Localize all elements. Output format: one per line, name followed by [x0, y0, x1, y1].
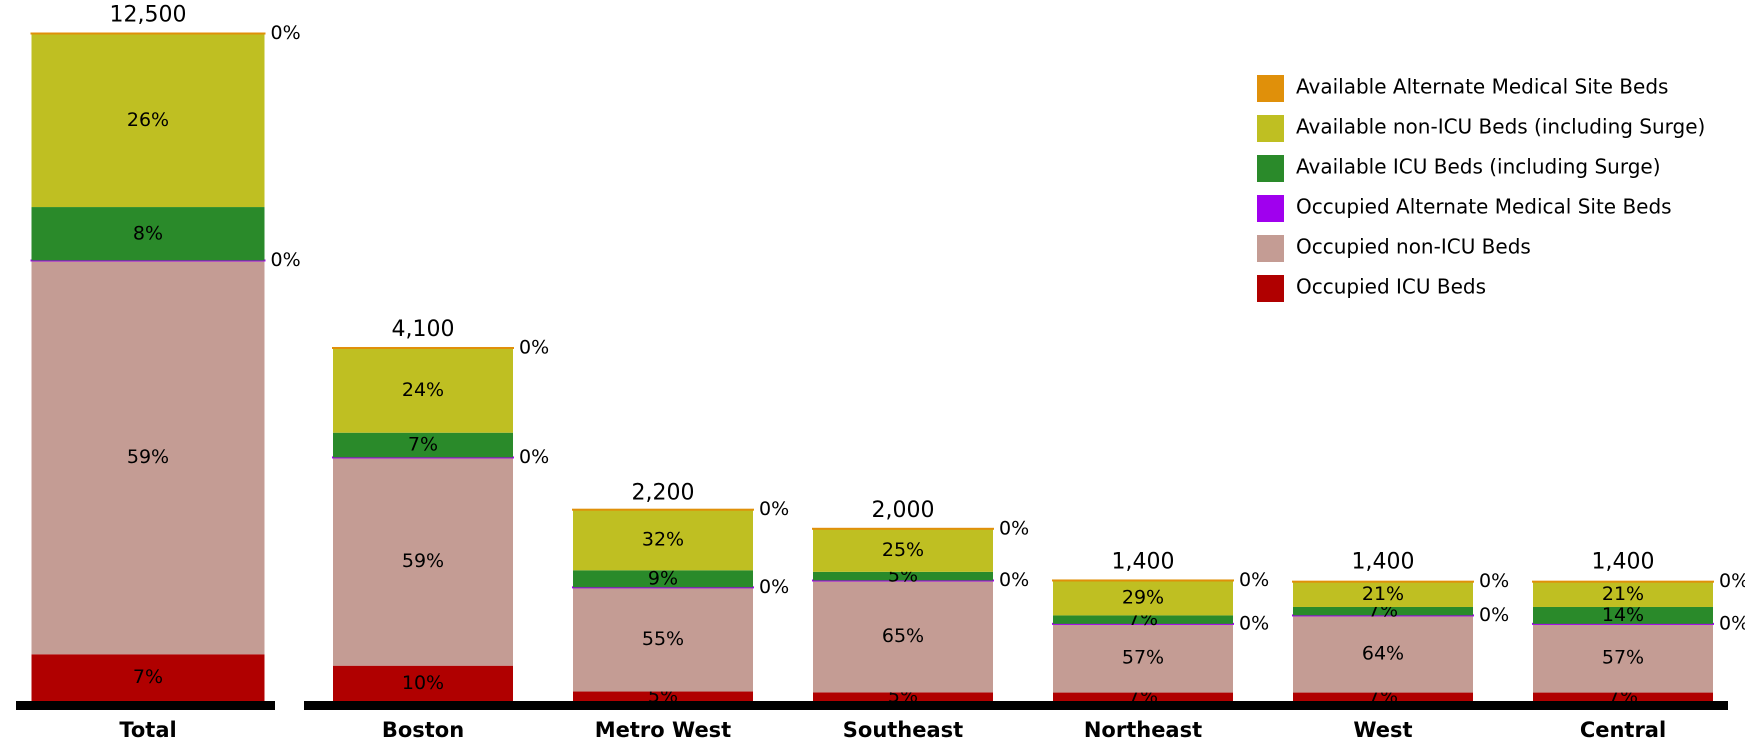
- value-label: 0%: [759, 498, 789, 520]
- bar-segment: [1293, 692, 1473, 701]
- bar-segment: [333, 457, 513, 666]
- total-label: 4,100: [392, 317, 455, 342]
- value-label: 0%: [271, 22, 301, 44]
- value-label: 0%: [1719, 570, 1745, 592]
- bar-segment: [1053, 623, 1233, 693]
- legend-swatch: [1257, 275, 1284, 302]
- x-tick-label: Boston: [382, 718, 464, 742]
- value-label: 21%: [1602, 583, 1644, 605]
- bar-segment: [1053, 615, 1233, 624]
- legend-swatch: [1257, 195, 1284, 222]
- value-label: 8%: [133, 222, 163, 244]
- bar-segment: [333, 347, 513, 433]
- bar-segment: [1533, 581, 1713, 607]
- x-tick-label: Metro West: [595, 718, 731, 742]
- legend-label: Occupied Alternate Medical Site Beds: [1296, 195, 1672, 219]
- value-label: 0%: [519, 336, 549, 358]
- bar-segment: [1293, 606, 1473, 616]
- value-label: 25%: [882, 539, 924, 561]
- bar-segment: [573, 570, 753, 588]
- bar-segment: [813, 692, 993, 701]
- value-label: 9%: [648, 567, 678, 589]
- value-label: 21%: [1362, 583, 1404, 605]
- bar-segment: [1053, 580, 1233, 616]
- bar-segment: [31, 260, 265, 655]
- value-label: 29%: [1122, 586, 1164, 608]
- bar-segment: [333, 665, 513, 701]
- value-label: 0%: [759, 576, 789, 598]
- bar-segment: [813, 580, 993, 693]
- baseline: [16, 701, 275, 710]
- x-tick-label: Total: [119, 718, 176, 742]
- legend-swatch: [1257, 75, 1284, 102]
- value-label: 0%: [1239, 569, 1269, 591]
- legend-swatch: [1257, 115, 1284, 142]
- baseline: [304, 701, 1728, 710]
- value-label: 57%: [1602, 647, 1644, 669]
- value-label: 64%: [1362, 642, 1404, 664]
- value-label: 0%: [999, 569, 1029, 591]
- bar-segment: [1293, 581, 1473, 607]
- value-label: 10%: [402, 672, 444, 694]
- value-label: 59%: [402, 550, 444, 572]
- bar-segment: [1533, 692, 1713, 701]
- value-label: 7%: [133, 666, 163, 688]
- legend-swatch: [1257, 155, 1284, 182]
- value-label: 0%: [999, 517, 1029, 539]
- total-label: 12,500: [110, 3, 187, 28]
- bar-segment: [1533, 606, 1713, 624]
- legend-label: Occupied ICU Beds: [1296, 275, 1486, 299]
- value-label: 0%: [271, 249, 301, 271]
- total-label: 2,000: [872, 498, 935, 523]
- total-label: 1,400: [1352, 549, 1415, 574]
- value-label: 59%: [127, 446, 169, 468]
- bar-segment: [31, 654, 265, 701]
- bar-segment: [813, 528, 993, 572]
- value-label: 55%: [642, 628, 684, 650]
- bar-segment: [573, 587, 753, 692]
- value-label: 7%: [408, 434, 438, 456]
- value-label: 0%: [1719, 612, 1745, 634]
- value-label: 0%: [1239, 612, 1269, 634]
- bar-segment: [333, 432, 513, 458]
- bar-segment: [573, 691, 753, 701]
- bar-segment: [573, 509, 753, 571]
- total-label: 1,400: [1112, 549, 1175, 574]
- bar-segment: [1533, 623, 1713, 693]
- value-label: 26%: [127, 109, 169, 131]
- legend-label: Available ICU Beds (including Surge): [1296, 155, 1661, 179]
- x-tick-label: West: [1353, 718, 1412, 742]
- value-label: 0%: [1479, 570, 1509, 592]
- value-label: 57%: [1122, 647, 1164, 669]
- x-tick-label: Southeast: [843, 718, 963, 742]
- legend-label: Available non-ICU Beds (including Surge): [1296, 115, 1705, 139]
- bar-segment: [31, 207, 265, 261]
- value-label: 0%: [1479, 604, 1509, 626]
- bar-segment: [813, 571, 993, 581]
- value-label: 14%: [1602, 604, 1644, 626]
- value-label: 24%: [402, 379, 444, 401]
- value-label: 65%: [882, 625, 924, 647]
- bar-segment: [1293, 615, 1473, 693]
- legend-label: Available Alternate Medical Site Beds: [1296, 75, 1668, 99]
- bar-segment: [31, 33, 265, 208]
- x-tick-label: Central: [1580, 718, 1666, 742]
- bar-segment: [1053, 692, 1233, 701]
- value-label: 32%: [642, 528, 684, 550]
- total-label: 2,200: [632, 481, 695, 506]
- value-label: 0%: [519, 446, 549, 468]
- legend-swatch: [1257, 235, 1284, 262]
- legend-label: Occupied non-ICU Beds: [1296, 235, 1531, 259]
- x-tick-label: Northeast: [1084, 718, 1202, 742]
- total-label: 1,400: [1592, 549, 1655, 574]
